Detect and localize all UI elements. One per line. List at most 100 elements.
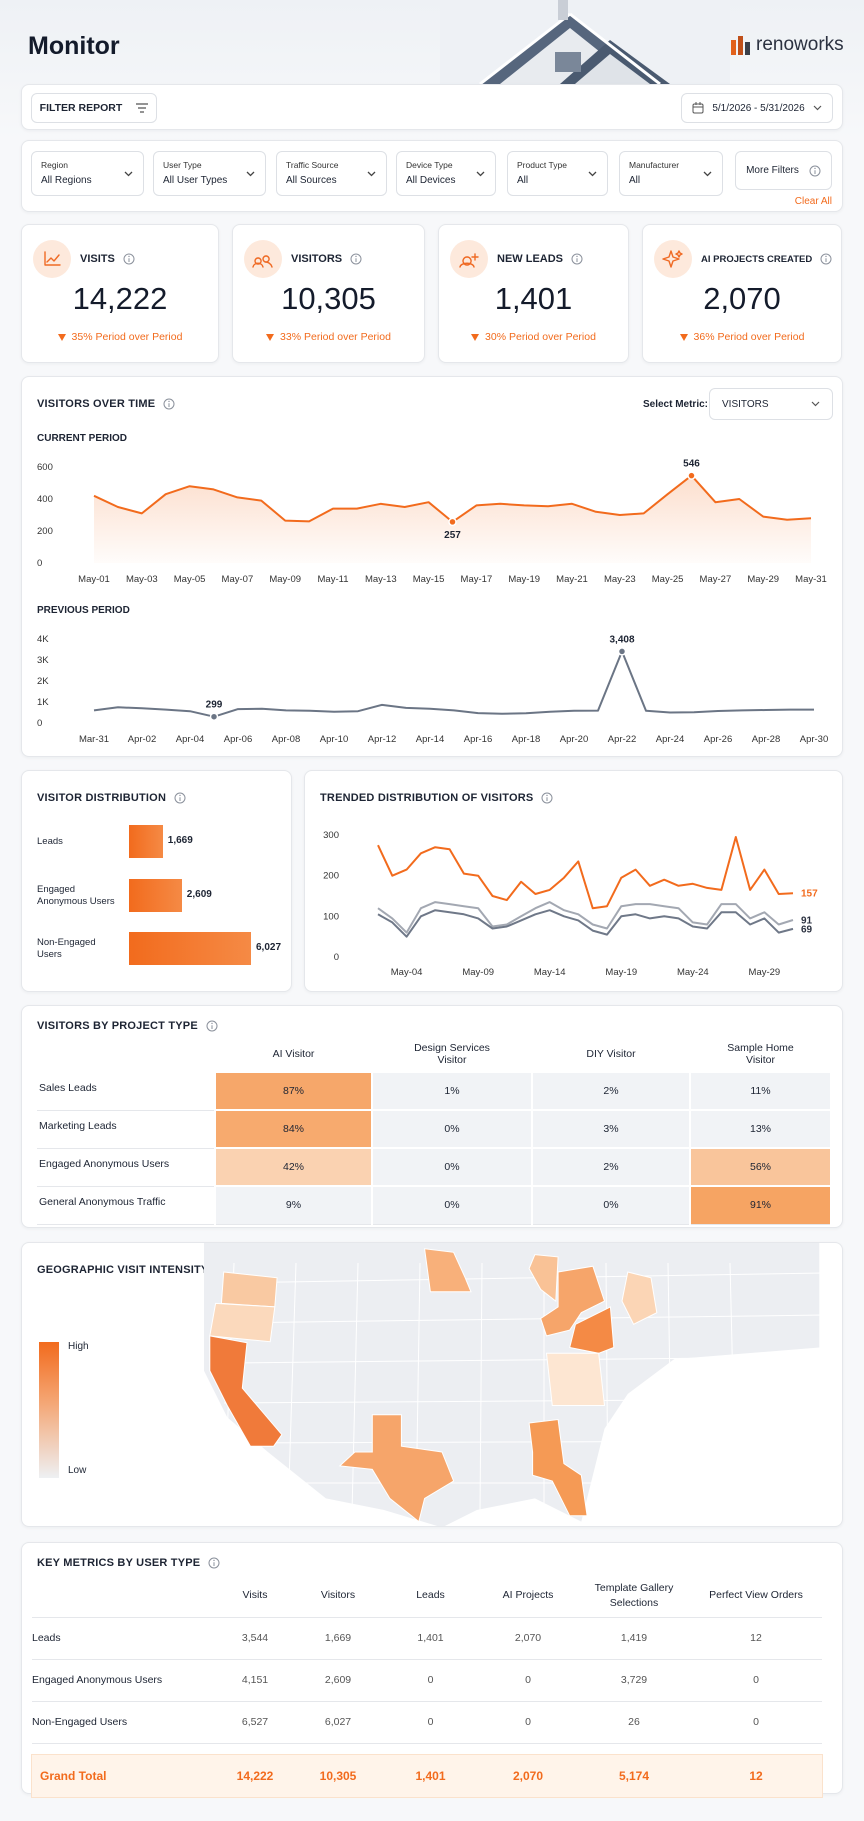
chevron-line [246, 171, 255, 177]
data-label: 3,408 [609, 634, 634, 645]
region [540, 1265, 606, 1337]
x-tick-label: May-14 [534, 967, 566, 978]
info-dot [168, 400, 171, 403]
column-header-text: Template Gallery Selections [594, 1581, 674, 1609]
filter-dropdown[interactable]: User Type All User Types [153, 151, 266, 196]
change-text: 30% Period over Period [485, 331, 596, 343]
chart-title: PREVIOUS PERIOD [37, 605, 130, 616]
border-line [479, 1262, 483, 1514]
column-header: Template Gallery Selections [578, 1575, 690, 1618]
heat-cell: 9% [214, 1185, 373, 1225]
kpi-value: 1,401 [494, 281, 573, 316]
filter-dropdown[interactable]: Device Type All Devices [396, 151, 496, 196]
chevron [124, 171, 133, 177]
data-label: 257 [444, 530, 461, 541]
card-title: VISITOR DISTRIBUTION [37, 792, 167, 804]
table-cell: 1,669 [293, 1617, 383, 1660]
series-line [377, 836, 794, 910]
column-header-text: Visitors [320, 1589, 356, 1602]
kpi-icon [654, 240, 692, 278]
kpi-change: 35% Period over Period [22, 331, 218, 343]
more-filters-button[interactable]: More Filters [735, 151, 832, 190]
x-tick-label: Apr-26 [704, 734, 733, 745]
kpi-change: 33% Period over Period [233, 331, 424, 343]
x-tick-label: Apr-22 [608, 734, 637, 745]
filter-value: All Sources [286, 175, 337, 186]
x-tick-label: May-19 [605, 967, 637, 978]
select-value: VISITORS [722, 398, 769, 410]
x-tick-label: May-19 [508, 574, 540, 585]
filter-label: Product Type [517, 160, 567, 170]
info-circle [123, 253, 135, 265]
chevron [588, 171, 597, 177]
chevron-line [703, 171, 712, 177]
chart-title: CURRENT PERIOD [37, 433, 127, 444]
info-circle [208, 1557, 220, 1569]
header-row: Visits Visitors Leads AI Projects Template G… [32, 1575, 822, 1618]
table-cell: 1,419 [578, 1617, 690, 1660]
trend-chart: 0 100 200 300 May-04 May-09 May-14 May-19 May-24… [323, 830, 818, 978]
date-range-picker[interactable]: 5/1/2026 - 5/31/2026 [681, 93, 833, 123]
category-label: Leads [37, 835, 63, 847]
info-icon [206, 1020, 218, 1032]
kpi-label: AI PROJECTS CREATED [701, 253, 813, 265]
filter-dropdown[interactable]: Product Type All [507, 151, 608, 196]
region [545, 1352, 606, 1406]
row-label: Marketing Leads [37, 1110, 215, 1149]
y-tick-label: 0 [37, 718, 42, 729]
heat-cell: 0% [371, 1109, 533, 1149]
x-tick-label: May-25 [652, 574, 684, 585]
info-icon [163, 398, 175, 410]
border-line [223, 1356, 825, 1364]
x-tick-label: May-31 [795, 574, 827, 585]
heat-cell: 87% [214, 1071, 373, 1111]
filter-dropdown[interactable]: Manufacturer All [619, 151, 723, 196]
filter-dropdown[interactable]: Region All Regions [31, 151, 144, 196]
category-label: Non-Engaged Users [37, 936, 96, 960]
x-tick-label: Apr-06 [224, 734, 253, 745]
x-tick-label: May-15 [413, 574, 445, 585]
toolbar: FILTER REPORT 5/1/2026 - 5/31/2026 [21, 84, 843, 130]
visitor-distribution-card: VISITOR DISTRIBUTION Leads 1,669 Engaged An… [21, 770, 292, 992]
kpi-card: VISITORS 10,305 33% Period over Period [232, 224, 425, 363]
info-icon [208, 1557, 220, 1569]
x-tick-label: May-09 [269, 574, 301, 585]
chevron [811, 401, 820, 407]
clear-all-link[interactable]: Clear All [794, 196, 832, 207]
metric-select[interactable]: VISITORS [709, 388, 833, 420]
border-line [223, 1272, 825, 1284]
column-header-text: Sample Home Visitor [727, 1041, 794, 1066]
bar [129, 825, 163, 858]
x-tick-label: May-13 [365, 574, 397, 585]
row-label: Sales Leads [37, 1072, 215, 1111]
table-row: General Anonymous Traffic 9% 0% 0% 91% [37, 1185, 832, 1225]
row-label: Non-Engaged Users [32, 1701, 217, 1744]
info-circle [820, 253, 832, 265]
filter-dropdown[interactable]: Traffic Source All Sources [276, 151, 387, 196]
y-tick-label: 0 [37, 558, 42, 569]
table-cell: 6,027 [293, 1701, 383, 1744]
table-cell: 12 [690, 1617, 822, 1660]
column-header: Visits [217, 1575, 293, 1618]
brand-name: renoworks [756, 34, 844, 55]
table-cell: 3,544 [217, 1617, 293, 1660]
region [528, 1418, 588, 1517]
bar [129, 879, 182, 912]
chevron-line [124, 171, 133, 177]
x-tick-label: May-29 [747, 574, 779, 585]
series-line [377, 909, 794, 938]
info-circle [174, 792, 186, 804]
kpi-card: NEW LEADS 1,401 30% Period over Period [438, 224, 629, 363]
table-cell: 4,151 [217, 1659, 293, 1702]
brand-logo: renoworks [730, 34, 844, 56]
column-header-text: Leads [416, 1589, 445, 1602]
info-circle [809, 165, 821, 176]
spacer-row [32, 1743, 822, 1755]
filter-label: Device Type [406, 160, 453, 170]
filter-report-button[interactable]: FILTER REPORT [31, 93, 157, 123]
y-tick-label: 200 [323, 871, 339, 882]
filters-panel: Clear All Region All Regions User Type All … [21, 140, 843, 212]
kpi-icon [244, 240, 282, 278]
info-circle [541, 792, 553, 804]
